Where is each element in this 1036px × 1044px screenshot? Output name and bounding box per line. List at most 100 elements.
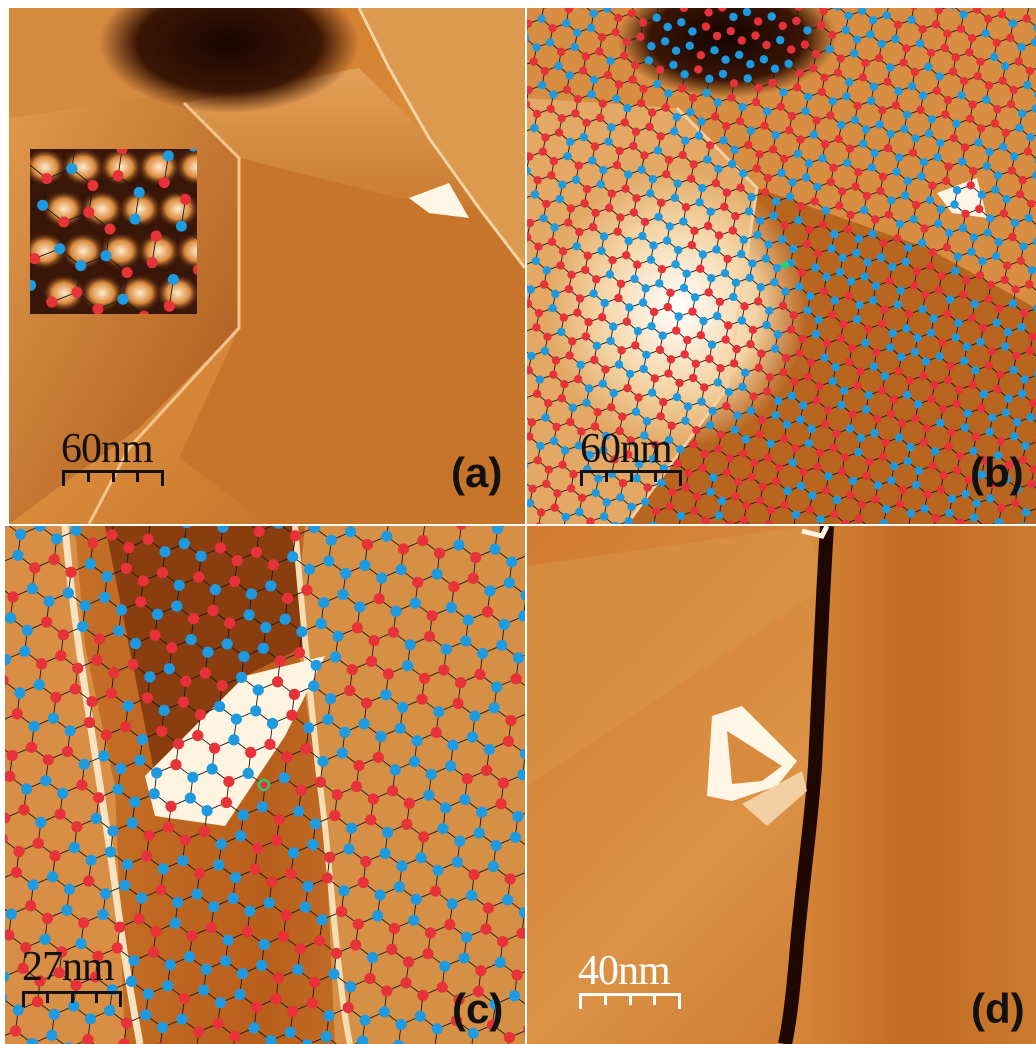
lattice-site xyxy=(1023,147,1033,156)
lattice-site xyxy=(952,399,961,408)
lattice-site xyxy=(986,280,996,289)
lattice-site xyxy=(527,299,533,308)
lattice-site xyxy=(998,76,1007,85)
lattice-site xyxy=(424,927,437,939)
lattice-site xyxy=(647,42,656,51)
lattice-site xyxy=(550,223,559,232)
lattice-site xyxy=(488,702,500,714)
lattice-site xyxy=(912,267,921,276)
lattice-site xyxy=(120,721,132,733)
lattice-site xyxy=(854,514,864,523)
lattice-site xyxy=(533,176,542,185)
lattice-site xyxy=(637,165,646,174)
lattice-site xyxy=(798,401,808,410)
lattice-site xyxy=(481,606,494,618)
lattice-site xyxy=(681,483,691,492)
lattice-site xyxy=(5,770,16,782)
lattice-site xyxy=(173,579,185,591)
lattice-site xyxy=(672,393,682,402)
lattice-site xyxy=(796,415,805,424)
lattice-site xyxy=(883,144,893,153)
lattice-site xyxy=(869,362,879,371)
lattice-site xyxy=(710,46,719,55)
lattice-site xyxy=(950,200,959,209)
lattice-site xyxy=(968,100,977,109)
lattice-site xyxy=(653,146,663,155)
topography-image-c xyxy=(5,526,525,1044)
lattice-site xyxy=(249,863,261,875)
lattice-site xyxy=(120,562,132,574)
lattice-site xyxy=(968,380,977,389)
lattice-site xyxy=(904,309,914,319)
lattice-site xyxy=(554,61,563,71)
lattice-site xyxy=(941,110,950,119)
lattice-site xyxy=(731,492,740,501)
lattice-site xyxy=(235,830,247,842)
lattice-site xyxy=(1008,19,1018,28)
lattice-site xyxy=(785,126,794,135)
lattice-site xyxy=(772,263,782,273)
lattice-site xyxy=(177,855,189,867)
lattice-site xyxy=(676,445,685,454)
lattice-site xyxy=(746,340,755,349)
lattice-site xyxy=(549,156,559,166)
lattice-site xyxy=(993,451,1003,460)
lattice-site xyxy=(292,964,304,976)
lattice-site xyxy=(884,210,893,219)
lattice-site xyxy=(707,274,716,283)
atomic-blob xyxy=(80,274,124,312)
lattice-site xyxy=(739,235,748,245)
lattice-site xyxy=(490,840,502,852)
lattice-site xyxy=(209,742,221,754)
lattice-site xyxy=(368,634,380,647)
lattice-site xyxy=(754,83,763,93)
lattice-site xyxy=(984,81,994,90)
lattice-site xyxy=(581,52,590,61)
lattice-site xyxy=(862,471,871,481)
lattice-site xyxy=(314,776,326,788)
lattice-site xyxy=(573,94,583,104)
lattice-site xyxy=(893,300,903,309)
lattice-site xyxy=(156,725,168,737)
lattice-site xyxy=(911,414,920,423)
lattice-site xyxy=(557,327,566,337)
lattice-site xyxy=(184,792,196,804)
lattice-site xyxy=(716,364,725,373)
lattice-site xyxy=(222,934,234,946)
lattice-site xyxy=(534,308,544,318)
lattice-site xyxy=(712,245,721,254)
lattice-site xyxy=(378,1006,390,1018)
lattice-site xyxy=(474,668,486,680)
lattice-site xyxy=(712,31,722,41)
lattice-site xyxy=(178,992,190,1004)
lattice-site xyxy=(78,758,90,770)
lattice-site xyxy=(546,104,555,114)
lattice-site xyxy=(193,1026,205,1038)
lattice-site xyxy=(888,329,897,338)
lattice-site xyxy=(614,13,623,23)
lattice-site xyxy=(755,216,765,225)
lattice-site xyxy=(1001,128,1010,137)
lattice-site xyxy=(1028,332,1036,341)
lattice-site xyxy=(823,405,832,415)
lattice-site xyxy=(889,395,898,404)
lattice-site xyxy=(220,955,232,967)
lattice-site xyxy=(719,136,728,145)
lattice-site xyxy=(910,281,919,290)
lattice-site xyxy=(932,86,942,96)
lattice-site xyxy=(982,522,989,524)
lattice-site xyxy=(781,287,790,296)
lattice-site xyxy=(121,267,133,278)
lattice-site xyxy=(115,604,127,616)
lattice-site xyxy=(248,1022,260,1034)
lattice-site xyxy=(340,568,352,580)
panel-label-a: (a) xyxy=(451,449,503,496)
lattice-site xyxy=(220,796,232,809)
lattice-site xyxy=(703,221,713,231)
lattice-site xyxy=(538,147,548,156)
lattice-site xyxy=(46,296,58,308)
lattice-site xyxy=(129,213,141,225)
lattice-site xyxy=(674,245,683,255)
lattice-site xyxy=(151,767,163,779)
lattice-site xyxy=(579,66,588,75)
